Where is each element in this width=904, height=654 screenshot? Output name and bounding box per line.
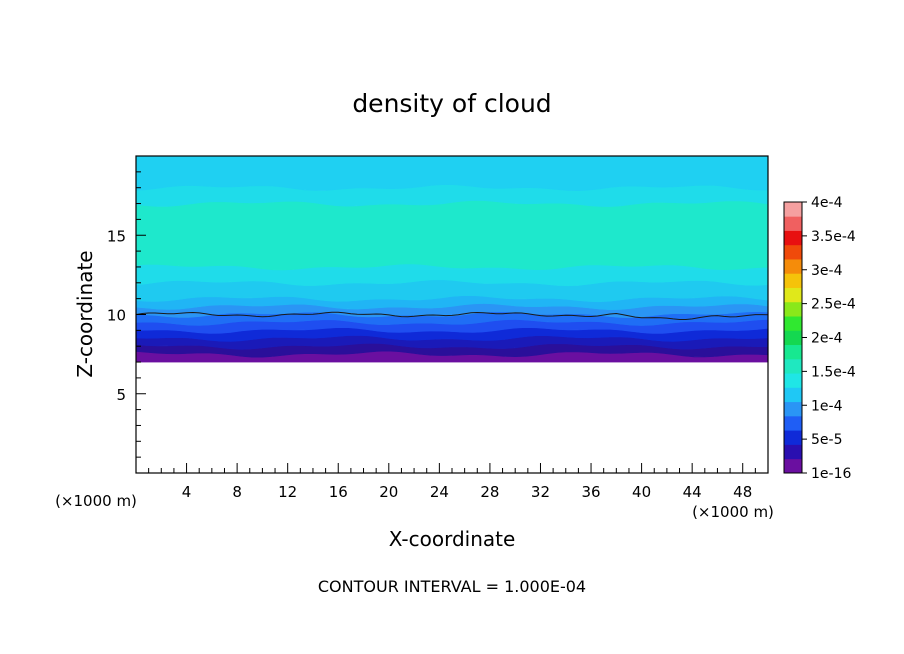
y-tick-label: 15 bbox=[107, 227, 126, 245]
x-tick-label: 12 bbox=[278, 483, 297, 501]
colorbar-swatch bbox=[784, 230, 802, 246]
y-axis-label: Z-coordinate bbox=[73, 250, 97, 377]
x-tick-label: 20 bbox=[379, 483, 398, 501]
colorbar: 4e-4 3.5e-4 3e-4 2.5e-4 2e-4 1.5e-4 1e-4 5e-5 1e… bbox=[783, 195, 856, 482]
colorbar-swatch bbox=[784, 316, 802, 331]
plot-area bbox=[136, 156, 768, 363]
contour-band bbox=[136, 200, 768, 271]
colorbar-swatch bbox=[784, 216, 802, 231]
colorbar-label: 1e-4 bbox=[811, 398, 843, 414]
colorbar-swatch bbox=[784, 401, 802, 417]
y-axis: 5 10 15 bbox=[107, 171, 146, 458]
contour-interval-footer: CONTOUR INTERVAL = 1.000E-04 bbox=[318, 577, 586, 596]
x-axis-label: X-coordinate bbox=[389, 527, 516, 551]
colorbar-label: 4e-4 bbox=[811, 195, 843, 211]
colorbar-swatch bbox=[784, 259, 802, 274]
colorbar-label: 2.5e-4 bbox=[811, 297, 856, 313]
x-axis: 4 8 12 16 20 24 28 32 36 40 44 48 bbox=[148, 463, 756, 501]
y-tick-label: 10 bbox=[107, 307, 126, 325]
x-tick-label: 8 bbox=[232, 483, 242, 501]
colorbar-swatch bbox=[784, 444, 802, 460]
chart-title: density of cloud bbox=[352, 89, 551, 118]
colorbar-label: 3e-4 bbox=[811, 263, 843, 279]
x-tick-label: 48 bbox=[733, 483, 752, 501]
colorbar-label: 1.5e-4 bbox=[811, 364, 856, 380]
colorbar-swatch bbox=[784, 387, 802, 403]
x-tick-label: 24 bbox=[430, 483, 449, 501]
x-tick-label: 16 bbox=[329, 483, 348, 501]
colorbar-swatch bbox=[784, 202, 802, 217]
colorbar-label: 1e-16 bbox=[811, 466, 851, 482]
colorbar-swatch bbox=[784, 430, 802, 445]
colorbar-swatch bbox=[784, 358, 802, 374]
colorbar-label: 5e-5 bbox=[811, 432, 842, 448]
x-tick-label: 28 bbox=[480, 483, 499, 501]
x-tick-label: 40 bbox=[632, 483, 651, 501]
x-tick-label: 32 bbox=[531, 483, 550, 501]
x-tick-label: 4 bbox=[182, 483, 192, 501]
contour-fill bbox=[136, 156, 768, 363]
colorbar-swatch bbox=[784, 244, 802, 260]
colorbar-swatch bbox=[784, 344, 802, 360]
colorbar-swatch bbox=[784, 273, 802, 288]
x-unit-right: (×1000 m) bbox=[692, 503, 774, 521]
y-tick-label: 5 bbox=[116, 386, 126, 404]
colorbar-label: 2e-4 bbox=[811, 331, 843, 347]
colorbar-swatch bbox=[784, 330, 802, 346]
contour-band bbox=[136, 156, 768, 192]
colorbar-swatch bbox=[784, 301, 802, 317]
colorbar-label: 3.5e-4 bbox=[811, 229, 856, 245]
x-tick-label: 44 bbox=[683, 483, 702, 501]
colorbar-swatch bbox=[784, 415, 802, 431]
colorbar-swatch bbox=[784, 287, 802, 303]
x-unit-left: (×1000 m) bbox=[55, 492, 137, 510]
contour-line bbox=[136, 311, 768, 320]
colorbar-swatch bbox=[784, 458, 802, 474]
x-tick-label: 36 bbox=[581, 483, 600, 501]
colorbar-swatch bbox=[784, 373, 802, 388]
